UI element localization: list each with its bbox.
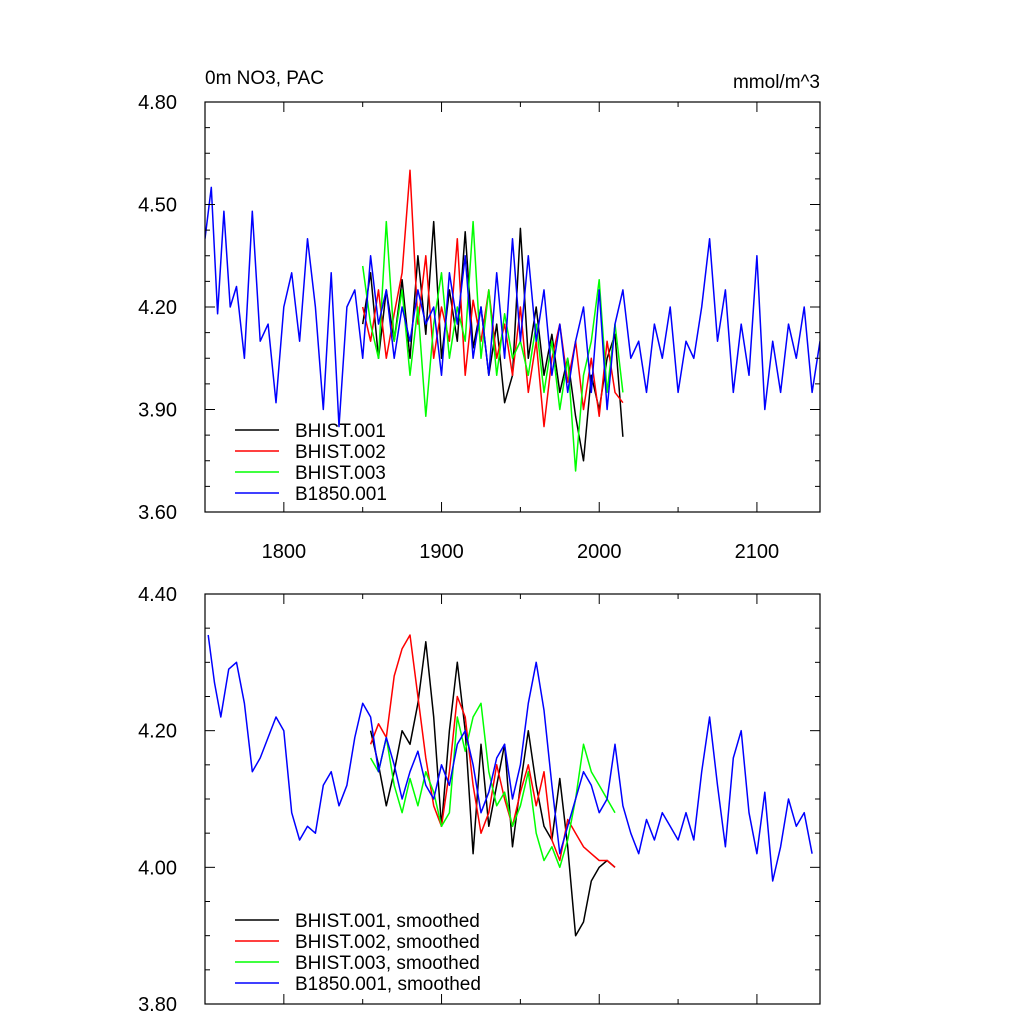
legend-label: BHIST.002, smoothed <box>295 932 480 953</box>
y-tick-label: 4.50 <box>138 195 177 217</box>
series-line-4 <box>205 186 820 428</box>
legend-label: BHIST.001 <box>295 421 386 442</box>
y-tick-label: 3.60 <box>138 502 177 524</box>
y-tick-label: 3.90 <box>138 400 177 422</box>
series-line-2 <box>361 169 624 428</box>
series-line-1 <box>361 220 624 462</box>
y-tick-label: 4.20 <box>138 297 177 319</box>
x-tick-label: 1800 <box>262 541 307 563</box>
y-tick-label: 3.80 <box>138 994 177 1016</box>
series-line-2 <box>369 634 616 868</box>
y-tick-label: 4.80 <box>138 92 177 114</box>
series-line-1 <box>369 641 616 937</box>
legend-label: BHIST.003, smoothed <box>295 953 480 974</box>
y-tick-label: 4.40 <box>138 584 177 606</box>
series-line-4 <box>207 634 813 882</box>
y-tick-label: 4.00 <box>138 857 177 879</box>
y-tick-label: 4.20 <box>138 721 177 743</box>
legend-label: BHIST.001, smoothed <box>295 911 480 932</box>
x-tick-label: 2100 <box>735 541 780 563</box>
top-panel-units: mmol/m^3 <box>733 72 820 93</box>
top-panel-title: 0m NO3, PAC <box>205 68 324 89</box>
top-panel: 0m NO3, PAC mmol/m^3 3.60 3.90 4.20 4.50 4.8… <box>138 68 821 563</box>
x-tick-label: 1900 <box>419 541 464 563</box>
legend-label: B1850.001, smoothed <box>295 974 481 995</box>
legend-label: BHIST.002 <box>295 442 386 463</box>
x-tick-label: 2000 <box>577 541 622 563</box>
legend-label: B1850.001 <box>295 484 387 505</box>
legend-label: BHIST.003 <box>295 463 386 484</box>
